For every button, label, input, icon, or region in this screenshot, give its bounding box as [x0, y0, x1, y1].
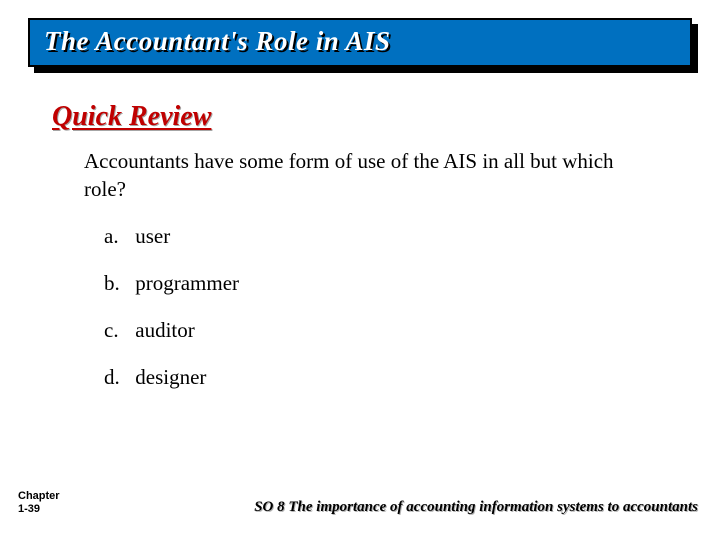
chapter-page: 1-39 — [18, 503, 60, 516]
option-a: a. user — [104, 224, 696, 249]
option-letter: b. — [104, 271, 130, 296]
option-text: auditor — [135, 318, 194, 342]
option-letter: a. — [104, 224, 130, 249]
chapter-label: Chapter — [18, 490, 60, 503]
slide: The Accountant's Role in AIS Quick Revie… — [0, 0, 720, 540]
options-list: a. user b. programmer c. auditor d. desi… — [104, 224, 696, 390]
option-text: programmer — [135, 271, 239, 295]
question-text: Accountants have some form of use of the… — [84, 147, 646, 204]
footer-so: SO 8 The importance of accounting inform… — [254, 499, 698, 516]
section-heading: Quick Review — [52, 101, 696, 133]
option-b: b. programmer — [104, 271, 696, 296]
slide-title: The Accountant's Role in AIS — [44, 26, 676, 57]
option-d: d. designer — [104, 365, 696, 390]
option-text: designer — [135, 365, 206, 389]
footer-chapter: Chapter 1-39 — [18, 490, 60, 516]
title-bar: The Accountant's Role in AIS — [28, 18, 692, 67]
option-text: user — [135, 224, 170, 248]
option-letter: c. — [104, 318, 130, 343]
option-c: c. auditor — [104, 318, 696, 343]
title-bar-container: The Accountant's Role in AIS — [28, 18, 692, 67]
option-letter: d. — [104, 365, 130, 390]
